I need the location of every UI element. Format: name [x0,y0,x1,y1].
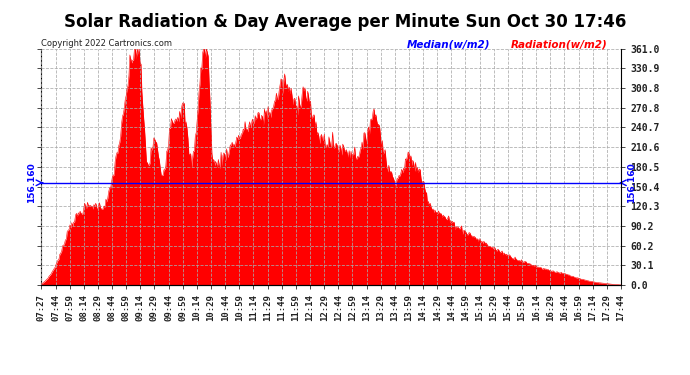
Text: Median(w/m2): Median(w/m2) [406,39,490,49]
Text: Copyright 2022 Cartronics.com: Copyright 2022 Cartronics.com [41,39,172,48]
Text: 156.160: 156.160 [27,162,36,203]
Text: Radiation(w/m2): Radiation(w/m2) [511,39,608,49]
Text: Solar Radiation & Day Average per Minute Sun Oct 30 17:46: Solar Radiation & Day Average per Minute… [63,13,627,31]
Text: 156.160: 156.160 [627,162,635,203]
